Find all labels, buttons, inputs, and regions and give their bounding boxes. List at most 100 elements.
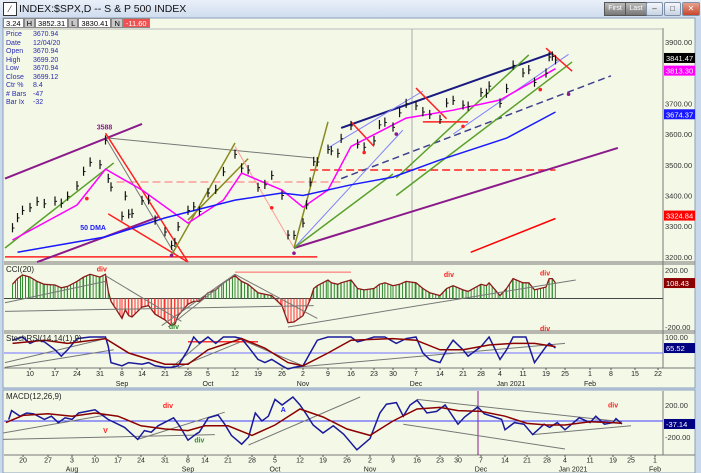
net-label: N xyxy=(111,18,123,28)
data-key: Price xyxy=(6,31,22,38)
x-axis-month-label: Jan 2021 xyxy=(559,467,588,473)
x-axis-label: 14 xyxy=(501,458,509,465)
cci-axis-label: -200.00 xyxy=(665,323,690,332)
close-button[interactable]: ✕ xyxy=(682,2,700,16)
trendline xyxy=(340,75,612,180)
upper-window xyxy=(2,17,696,389)
high-value: 3852.31 xyxy=(35,18,69,28)
trendline xyxy=(350,121,375,147)
macd-trendline xyxy=(416,398,623,423)
chart-app-icon: ⁄ xyxy=(3,2,17,16)
lower-window xyxy=(2,389,696,473)
x-axis-label: 19 xyxy=(542,371,550,378)
data-row: Date 12/04/20 xyxy=(6,40,60,49)
quote-bar: 3.24 H 3852.31 L 3830.41 N -11.60 xyxy=(3,18,150,28)
signal-dot xyxy=(85,196,89,201)
stochrsi-line xyxy=(12,335,556,370)
x-axis-label: 16 xyxy=(413,458,421,465)
net-change-value: -11.60 xyxy=(122,18,150,28)
macd-annotation: div xyxy=(608,402,618,409)
last-price-badge: 3841.47 xyxy=(666,54,693,63)
x-axis-label: 10 xyxy=(26,371,34,378)
x-axis-label: 7 xyxy=(414,371,418,378)
data-key: Bar Ix xyxy=(6,99,25,106)
moving-average-line xyxy=(17,111,556,254)
stochrsi-title: StochRSI(14,14(1),9) xyxy=(6,334,82,343)
x-axis-label: 22 xyxy=(654,371,662,378)
high-label: H xyxy=(23,18,36,28)
moving-average-line xyxy=(12,68,556,241)
x-axis-label: 21 xyxy=(224,458,232,465)
data-row: High 3699.20 xyxy=(6,57,60,66)
x-axis-month-label: Sep xyxy=(182,467,195,473)
axes: 3900.00 3700.00 3600.00 3500.00 3400.00 3300.… xyxy=(19,38,695,473)
macd-trendline xyxy=(532,425,632,436)
low-label: L xyxy=(68,18,79,28)
data-key: High xyxy=(6,56,21,64)
cci-annotation: div xyxy=(169,324,179,331)
x-axis-label: 24 xyxy=(73,371,81,378)
macd-title: MACD(12,26,9) xyxy=(6,392,62,401)
signal-dot xyxy=(538,87,543,92)
x-axis-label: 14 xyxy=(138,371,146,378)
macd-value-badge: -37.14 xyxy=(666,420,687,429)
data-value: 3699.20 xyxy=(33,56,59,64)
x-axis-label: 21 xyxy=(459,371,467,378)
signal-dot xyxy=(292,251,296,256)
signal-dot xyxy=(461,124,465,129)
moving-average-line xyxy=(470,217,556,253)
stochrsi-annotation: div xyxy=(540,326,550,333)
trendline xyxy=(170,142,236,256)
x-axis-label: 2 xyxy=(368,458,372,465)
trendline xyxy=(105,137,314,159)
price-axis-label: 3200.00 xyxy=(665,253,692,262)
price-annotation: 3588 xyxy=(97,124,113,131)
x-axis-label: 8 xyxy=(186,458,190,465)
data-row: Open 3670.94 xyxy=(6,48,60,57)
x-axis-label: 10 xyxy=(91,458,99,465)
x-axis-label: 11 xyxy=(586,458,593,465)
x-axis-label: 17 xyxy=(51,371,59,378)
cci-trendline xyxy=(234,273,318,319)
x-axis-label: 9 xyxy=(391,458,395,465)
cci-line xyxy=(12,273,557,327)
x-axis-month-label: Oct xyxy=(203,381,214,388)
x-axis-label: 12 xyxy=(296,458,304,465)
stochrsi-signal-line xyxy=(12,337,556,367)
first-button[interactable]: First xyxy=(604,2,626,16)
x-axis-label: 15 xyxy=(631,371,639,378)
data-value: -32 xyxy=(33,99,44,106)
data-key: Close xyxy=(6,73,24,81)
trendline xyxy=(545,47,573,72)
cci-value-badge: 108.43 xyxy=(666,279,689,288)
cci-annotation: div xyxy=(97,266,107,273)
x-axis-label: 12 xyxy=(231,371,239,378)
signal-dot xyxy=(362,150,366,155)
data-value: -47 xyxy=(33,90,44,98)
x-axis-month-label: Jan 2021 xyxy=(497,381,526,388)
price-axis-label: 3900.00 xyxy=(665,38,692,47)
price-axis-label: 3300.00 xyxy=(665,222,692,231)
cci-axis-label: 200.00 xyxy=(665,266,688,275)
cci-trendline xyxy=(4,280,106,304)
x-axis-label: 8 xyxy=(120,371,124,378)
x-axis-label: 27 xyxy=(44,458,52,465)
x-axis-label: 23 xyxy=(370,371,378,378)
trendline xyxy=(4,123,143,180)
data-row: Price 3670.94 xyxy=(6,31,60,40)
x-axis-month-label: Aug xyxy=(66,467,79,473)
ma-value-badge: 3324.84 xyxy=(666,212,693,221)
macd-line xyxy=(7,395,623,451)
trendline xyxy=(104,132,189,263)
cci-value-badge-bg xyxy=(664,278,695,289)
x-axis-label: 7 xyxy=(479,458,483,465)
maximize-button[interactable]: □ xyxy=(664,2,681,16)
minimize-button[interactable]: – xyxy=(646,2,663,16)
x-axis-label: 28 xyxy=(184,371,192,378)
x-axis-label: 4 xyxy=(563,458,567,465)
price-axis-label: 3500.00 xyxy=(665,161,692,170)
price-axis-label: 3700.00 xyxy=(665,99,692,108)
ma-value-badge-bg xyxy=(664,109,695,120)
